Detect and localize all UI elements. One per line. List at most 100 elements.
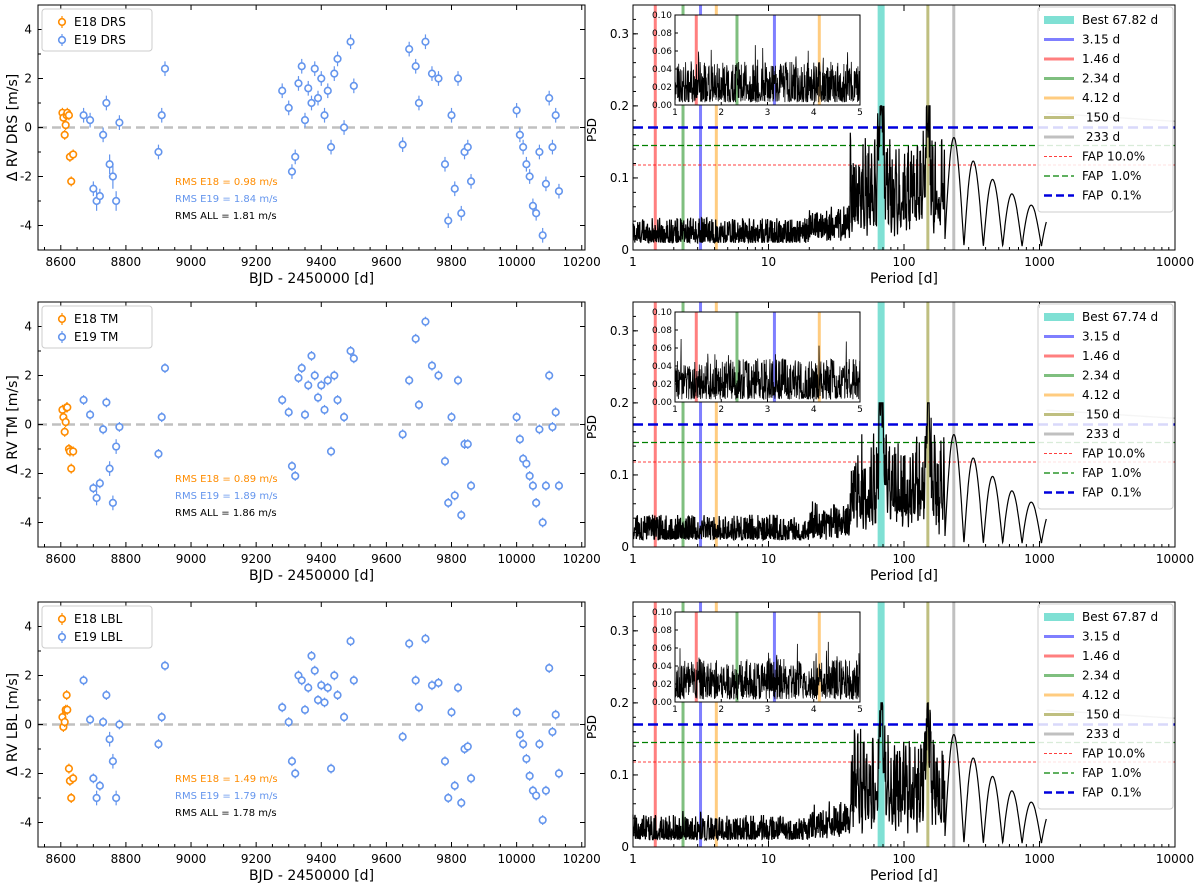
legend-label-1-46: 1.46 d: [1082, 649, 1120, 663]
e19-point: [551, 710, 560, 719]
legend-label-233: 233 d: [1082, 727, 1120, 741]
e19-point: [528, 201, 538, 210]
e19-point: [291, 471, 300, 481]
e19-point: [112, 793, 121, 803]
e19-point: [421, 37, 430, 46]
e19-point: [287, 167, 297, 176]
e19-point: [535, 147, 544, 157]
e19-point: [333, 395, 342, 405]
legend-label-fap-1: FAP 1.0%: [1082, 766, 1141, 780]
e19-point: [92, 793, 101, 803]
x-tick-label: 1: [629, 255, 637, 269]
legend-label-3-15: 3.15 d: [1082, 330, 1120, 344]
e18-point: [61, 417, 70, 427]
legend-label-fap-0-1: FAP 0.1%: [1082, 786, 1141, 800]
e19-point: [108, 498, 117, 508]
e19-point: [554, 481, 564, 490]
e19-point: [444, 216, 453, 225]
e19-point: [532, 498, 541, 508]
e19-point: [304, 381, 313, 390]
e19-point: [466, 481, 476, 490]
legend-e19-marker: [57, 35, 67, 45]
legend-box: [41, 305, 153, 349]
y-tick-label: 0: [24, 418, 32, 432]
e18-point: [69, 774, 78, 783]
e19-point: [522, 459, 531, 468]
e19-point: [307, 651, 316, 661]
legend-label-4-12: 4.12 d: [1082, 688, 1120, 702]
e18-point: [61, 120, 70, 130]
legend-label-best: Best 67.82 d: [1082, 13, 1158, 27]
e19-point: [447, 708, 456, 717]
x-tick-label: 1000: [1024, 255, 1055, 269]
rms-text-0: RMS E18 = 0.98 m/s: [175, 177, 278, 188]
e19-point: [512, 413, 521, 422]
e19-point: [463, 742, 472, 751]
e19-point: [92, 493, 101, 503]
e19-point: [427, 681, 437, 690]
x-tick-label: 9000: [176, 852, 207, 866]
e18-point: [63, 705, 72, 714]
legend-label-2-34: 2.34 d: [1082, 369, 1120, 383]
legend-label-fap-10: FAP 10.0%: [1082, 150, 1145, 164]
e19-point: [339, 123, 349, 132]
rv-panel-1: 8600 8800 9000 9200 9400 9600 9800 10000 10200 -4…: [5, 301, 601, 584]
e19-point: [427, 69, 437, 78]
x-tick-label: 9200: [241, 852, 272, 866]
e19-point: [545, 93, 554, 103]
e19-point: [450, 781, 459, 790]
e19-point: [457, 511, 466, 520]
inset-curve: [674, 45, 861, 103]
y-tick-label: 2: [24, 669, 32, 683]
e18-point: [62, 690, 71, 700]
e19-point: [535, 739, 544, 749]
legend-e18-marker: [57, 17, 67, 27]
e19-point: [85, 410, 95, 419]
e19-point: [440, 757, 450, 766]
e19-point: [154, 739, 163, 749]
e19-point: [427, 361, 437, 370]
e19-point: [333, 54, 342, 64]
legend-e18-marker: [57, 614, 67, 624]
e19-point: [398, 732, 407, 741]
legend-label-150: 150 d: [1082, 408, 1120, 422]
inset-y-tick-label: 0.00: [652, 101, 672, 111]
e19-point: [466, 177, 476, 186]
legend-label-2-34: 2.34 d: [1082, 72, 1120, 86]
legend-label-4-12: 4.12 d: [1082, 388, 1120, 402]
x-tick-label: 8600: [46, 255, 77, 269]
y-tick-label: -2: [20, 467, 32, 481]
legend-label-best: Best 67.87 d: [1082, 610, 1158, 624]
inset-periodogram: 1 2 3 4 5 0.00 0.02 0.04 0.06 0.08 0.10: [652, 308, 863, 415]
e19-point: [326, 143, 336, 152]
e19-point: [450, 491, 459, 500]
e19-point: [313, 393, 323, 402]
e19-point: [157, 713, 166, 722]
e19-point: [287, 462, 297, 471]
e19-point: [330, 671, 339, 680]
legend-e18-label: E18 LBL: [74, 612, 123, 626]
psd-legend: Best 67.87 d 3.15 d 1.46 d 2.34 d 4.12 d 150…: [1037, 603, 1174, 810]
e19-point: [554, 769, 564, 778]
rms-text-2: RMS ALL = 1.81 m/s: [175, 211, 277, 222]
e19-point: [548, 143, 557, 152]
e19-point: [515, 730, 524, 739]
y-tick-label: 0.3: [610, 27, 629, 41]
e19-point: [447, 111, 456, 120]
e19-point: [313, 93, 323, 103]
e19-point: [538, 815, 547, 825]
x-tick-label: 10000: [1156, 552, 1194, 566]
e19-point: [414, 98, 424, 108]
e19-point: [310, 371, 319, 380]
legend-label-best: Best 67.74 d: [1082, 310, 1158, 324]
rms-text-2: RMS ALL = 1.78 m/s: [175, 808, 277, 819]
e19-point: [79, 395, 88, 405]
e19-point: [307, 351, 316, 361]
e19-point: [434, 371, 443, 380]
legend-label-fap-0-1: FAP 0.1%: [1082, 189, 1141, 203]
y-tick-label: 2: [24, 369, 32, 383]
e19-point: [522, 754, 531, 763]
x-tick-label: 10000: [1156, 852, 1194, 866]
y-tick-label: -4: [20, 219, 32, 233]
